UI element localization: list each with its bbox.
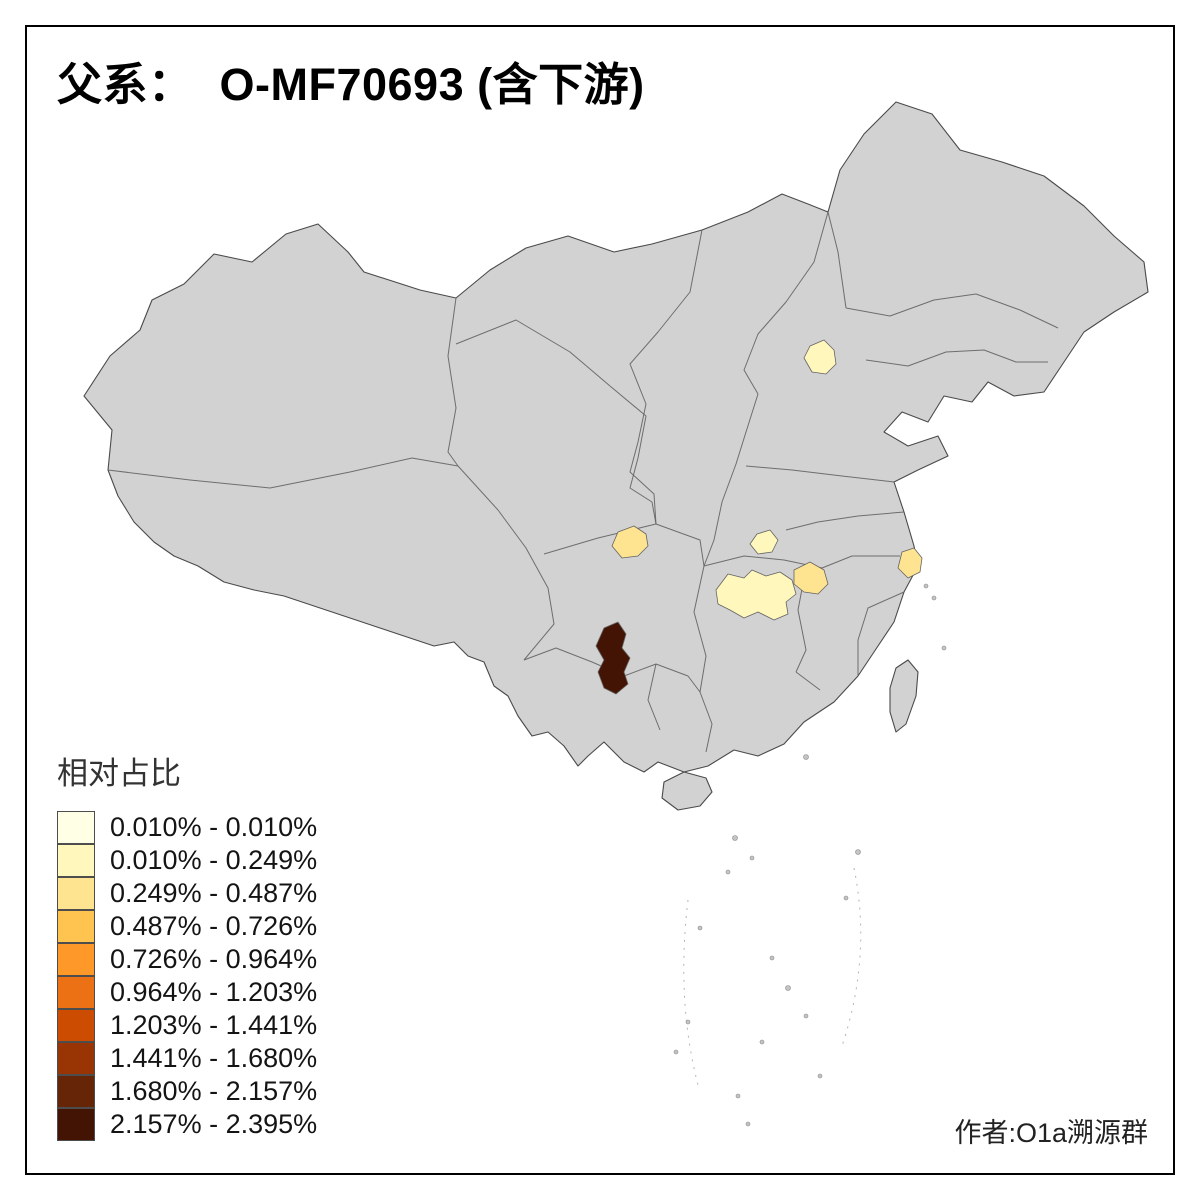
province-border xyxy=(827,211,847,309)
sea-island-dot xyxy=(785,985,791,991)
province-border xyxy=(107,457,459,489)
sea-island-dot xyxy=(745,1121,751,1127)
legend-label: 1.680% - 2.157% xyxy=(110,1076,318,1106)
province-border xyxy=(857,591,905,676)
region-chengdu xyxy=(611,525,649,559)
province-border xyxy=(647,663,661,731)
legend-swatch xyxy=(57,910,95,943)
legend-swatch xyxy=(57,844,95,877)
region-hubei-north xyxy=(749,529,779,555)
legend-row: 0.249% - 0.487% xyxy=(57,877,317,910)
island-chain-outline xyxy=(841,867,862,1047)
legend-swatch xyxy=(57,1108,95,1141)
province-border xyxy=(785,511,905,531)
sea-island-dot xyxy=(941,645,947,651)
legend-label: 0.487% - 0.726% xyxy=(110,911,318,941)
legend-row: 0.010% - 0.249% xyxy=(57,844,317,877)
legend-row: 0.487% - 0.726% xyxy=(57,910,317,943)
legend-label: 1.203% - 1.441% xyxy=(110,1010,318,1040)
legend-swatch xyxy=(57,1042,95,1075)
legend-label: 0.010% - 0.010% xyxy=(110,812,318,842)
sea-island-dot xyxy=(931,595,937,601)
province-border xyxy=(795,671,821,691)
highlighted-regions xyxy=(595,339,923,695)
region-wuhan-east xyxy=(793,561,829,595)
sea-island-dot xyxy=(735,1093,741,1099)
sea-island-dot xyxy=(923,583,929,589)
legend-swatch xyxy=(57,811,95,844)
sea-island-dot xyxy=(749,855,755,861)
sea-island-dot xyxy=(673,1049,679,1055)
legend-label: 2.157% - 2.395% xyxy=(110,1109,318,1139)
legend-swatch xyxy=(57,1075,95,1108)
legend-row: 0.010% - 0.010% xyxy=(57,811,317,844)
legend-row: 1.203% - 1.441% xyxy=(57,1009,317,1042)
legend-label: 0.964% - 1.203% xyxy=(110,977,318,1007)
legend-row: 0.726% - 0.964% xyxy=(57,943,317,976)
legend: 相对占比 0.010% - 0.010% 0.010% - 0.249% 0.2… xyxy=(57,748,317,1141)
taiwan-island xyxy=(889,659,919,733)
credit-text: 作者:O1a溯源群 xyxy=(954,1118,1148,1148)
sea-islands xyxy=(673,583,947,1127)
legend-label: 0.249% - 0.487% xyxy=(110,878,318,908)
legend-entries: 0.010% - 0.010% 0.010% - 0.249% 0.249% -… xyxy=(57,811,317,1141)
province-border xyxy=(447,297,459,467)
sea-island-dot xyxy=(817,1073,823,1079)
legend-row: 2.157% - 2.395% xyxy=(57,1108,317,1141)
sea-island-dot xyxy=(843,895,849,901)
legend-label: 0.010% - 0.249% xyxy=(110,845,318,875)
province-border xyxy=(845,293,1059,329)
legend-label: 0.726% - 0.964% xyxy=(110,944,318,974)
legend-row: 1.680% - 2.157% xyxy=(57,1075,317,1108)
sea-island-dot xyxy=(685,1019,691,1025)
province-border xyxy=(699,691,713,753)
region-sichuan-yunnan-dark xyxy=(595,621,631,695)
province-border xyxy=(693,565,707,693)
legend-swatch xyxy=(57,943,95,976)
sea-island-dot xyxy=(697,925,703,931)
sea-island-dot xyxy=(769,955,775,961)
sea-island-dot xyxy=(725,869,731,875)
sea-island-dot xyxy=(732,835,738,841)
region-shanghai xyxy=(897,547,923,579)
sea-island-dot xyxy=(855,849,861,855)
island-chain-outline xyxy=(683,899,699,1086)
province-border xyxy=(703,393,759,567)
sea-island-dot xyxy=(759,1039,765,1045)
region-hubei-central xyxy=(715,569,797,621)
province-border xyxy=(629,229,703,525)
legend-row: 0.964% - 1.203% xyxy=(57,976,317,1009)
province-border xyxy=(655,523,705,567)
sea-island-dot xyxy=(803,754,809,760)
legend-swatch xyxy=(57,877,95,910)
mainland xyxy=(83,101,1149,773)
legend-swatch xyxy=(57,1009,95,1042)
province-border xyxy=(745,465,895,483)
province-border xyxy=(743,211,829,395)
province-border xyxy=(455,319,611,387)
legend-swatch xyxy=(57,976,95,1009)
province-border xyxy=(703,555,900,569)
province-borders xyxy=(107,211,1059,753)
legend-title: 相对占比 xyxy=(57,756,181,791)
plot-frame xyxy=(25,25,1175,1175)
province-border xyxy=(457,465,555,661)
province-border xyxy=(865,349,1048,367)
province-border xyxy=(609,385,657,525)
sea-island-dot xyxy=(803,1013,809,1019)
hainan-island xyxy=(661,771,713,811)
legend-label: 1.441% - 1.680% xyxy=(110,1043,318,1073)
legend-row: 1.441% - 1.680% xyxy=(57,1042,317,1075)
region-beijing xyxy=(803,339,837,375)
map-title: 父系： O-MF70693 (含下游) xyxy=(57,59,645,110)
